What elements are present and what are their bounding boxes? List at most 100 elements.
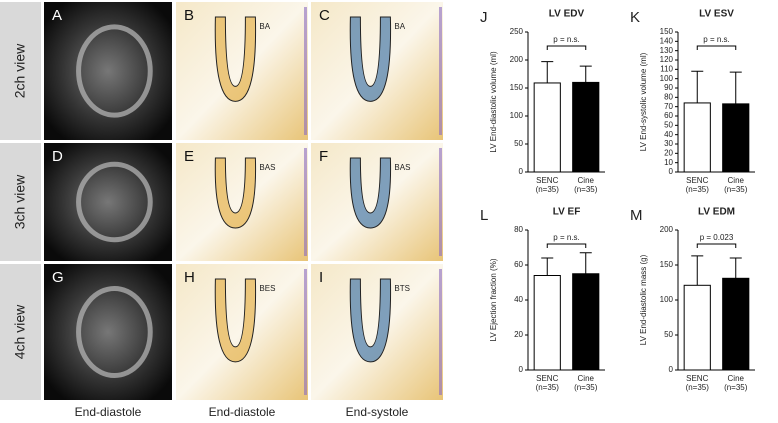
panel-letter: H: [184, 269, 195, 286]
error-bar: [729, 257, 742, 279]
x-tick-label: SENC: [686, 374, 708, 383]
y-tick-label: 150: [660, 260, 674, 269]
panel-letter: L: [480, 207, 488, 224]
row-label: 2ch view: [12, 43, 28, 98]
heart-shape: [76, 285, 153, 379]
panel-letter: C: [319, 7, 330, 24]
annotation: p = n.s.: [553, 35, 579, 44]
y-tick-label: 50: [664, 120, 673, 129]
x-tick-note: (n=35): [536, 185, 560, 194]
panel-letter: D: [52, 148, 63, 165]
y-axis-label: LV End-systolic volume (ml): [639, 52, 648, 151]
image-annotation: BES: [259, 284, 275, 293]
y-tick-label: 0: [669, 167, 674, 176]
chart-title: LV ESV: [699, 9, 734, 20]
panel-letter: E: [184, 148, 194, 165]
myocardium-contour: [349, 157, 392, 229]
y-tick-label: 50: [664, 330, 673, 339]
y-tick-label: 0: [519, 167, 524, 176]
error-bar: [541, 61, 554, 83]
panel-letter: G: [52, 269, 64, 286]
bar: [722, 277, 750, 371]
colorbar: [304, 269, 307, 395]
myocardium-contour: [349, 16, 392, 102]
panel-letter: M: [630, 207, 643, 224]
y-tick-label: 100: [660, 295, 674, 304]
chart-title: LV EDM: [698, 207, 735, 218]
x-tick-note: (n=35): [686, 383, 710, 392]
image-panel: [176, 264, 308, 400]
x-tick-label: Cine: [728, 374, 745, 383]
myocardium-contour: [214, 278, 257, 363]
y-tick-label: 10: [664, 158, 673, 167]
bar: [572, 273, 600, 371]
y-tick-label: 140: [660, 36, 674, 45]
y-tick-label: 110: [660, 64, 673, 73]
y-tick-label: 50: [514, 139, 523, 148]
myocardium-contour: [214, 16, 257, 102]
y-tick-label: 200: [510, 55, 524, 64]
annotation: p = n.s.: [703, 35, 729, 44]
column-label: End-systole: [346, 405, 409, 419]
significance-bracket: [546, 243, 587, 248]
y-tick-label: 90: [664, 83, 673, 92]
panel-letter: F: [319, 148, 328, 165]
y-axis-label: LV End-diastolic volume (ml): [489, 51, 498, 153]
y-tick-label: 0: [669, 365, 674, 374]
bar: [722, 103, 750, 173]
y-tick-label: 80: [514, 225, 523, 234]
image-annotation: BTS: [394, 284, 410, 293]
significance-bracket: [546, 45, 587, 50]
x-tick-note: (n=35): [724, 185, 748, 194]
colorbar: [439, 148, 442, 256]
heart-shape: [76, 161, 153, 243]
colorbar: [304, 7, 307, 135]
x-tick-note: (n=35): [536, 383, 560, 392]
myocardium-contour: [214, 157, 257, 229]
significance-bracket: [696, 45, 737, 50]
colorbar: [304, 148, 307, 256]
image-annotation: BA: [394, 22, 405, 31]
row-label-box: [0, 264, 41, 400]
colorbar: [439, 269, 442, 395]
image-panel: [311, 264, 443, 400]
column-label: End-diastole: [75, 405, 142, 419]
bar: [533, 275, 561, 371]
panel-letter: A: [52, 7, 62, 24]
y-axis-label: LV End-diastolic mass (g): [639, 254, 648, 345]
x-tick-label: SENC: [686, 176, 708, 185]
panel-letter: K: [630, 9, 640, 26]
y-tick-label: 100: [510, 111, 524, 120]
row-label: 4ch view: [12, 304, 28, 359]
y-tick-label: 150: [510, 83, 524, 92]
y-tick-label: 70: [664, 102, 673, 111]
y-tick-label: 40: [514, 295, 523, 304]
error-bar: [691, 70, 704, 103]
y-tick-label: 60: [514, 260, 523, 269]
x-tick-label: Cine: [578, 374, 595, 383]
error-bar: [691, 255, 704, 286]
panel-letter: B: [184, 7, 194, 24]
bar: [683, 284, 711, 371]
x-tick-note: (n=35): [574, 383, 598, 392]
bar: [572, 81, 600, 173]
row-label: 3ch view: [12, 174, 28, 229]
image-annotation: BAS: [394, 163, 410, 172]
bar: [533, 82, 561, 173]
row-label-box: [0, 2, 41, 140]
error-bar: [541, 257, 554, 276]
y-tick-label: 120: [660, 55, 674, 64]
y-tick-label: 20: [664, 148, 673, 157]
image-panel: [44, 143, 172, 261]
image-annotation: BA: [259, 22, 270, 31]
chart-title: LV EF: [553, 207, 581, 218]
heart-shape: [76, 24, 153, 118]
x-tick-label: Cine: [728, 176, 745, 185]
x-tick-label: SENC: [536, 374, 558, 383]
y-tick-label: 30: [664, 139, 673, 148]
image-panel: [176, 2, 308, 140]
image-panel: [44, 2, 172, 140]
x-tick-note: (n=35): [724, 383, 748, 392]
y-tick-label: 150: [660, 27, 674, 36]
